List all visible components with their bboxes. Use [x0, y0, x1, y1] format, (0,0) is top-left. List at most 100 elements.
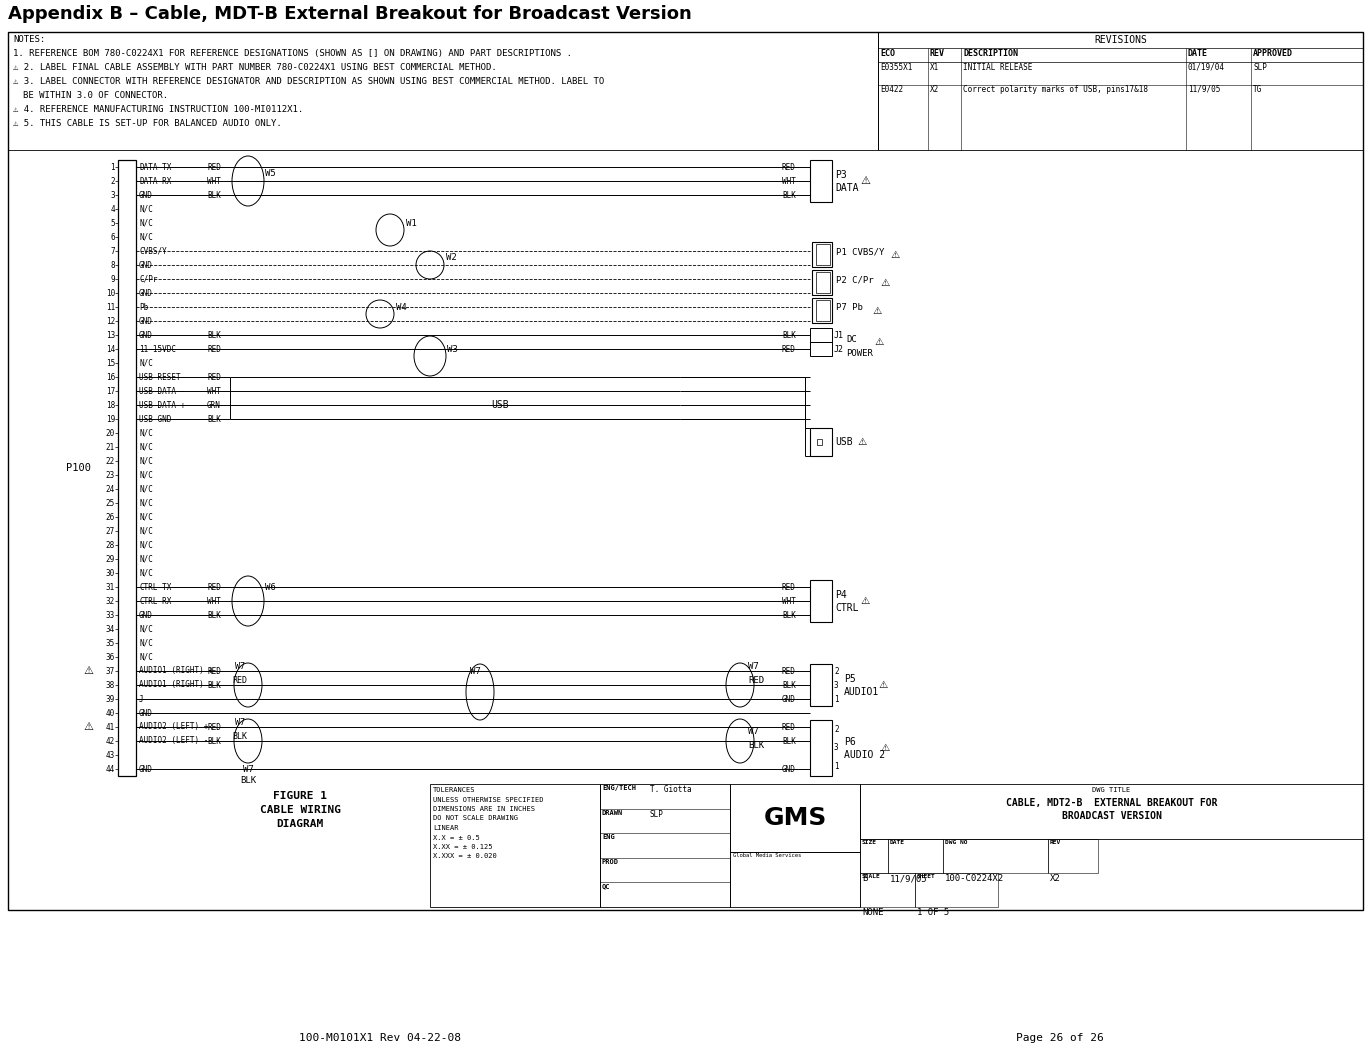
- Bar: [877, 32, 1363, 150]
- Text: Page 26 of 26: Page 26 of 26: [1016, 1033, 1104, 1043]
- Text: 19: 19: [106, 414, 115, 424]
- Text: CABLE, MDT2-B  EXTERNAL BREAKOUT FOR: CABLE, MDT2-B EXTERNAL BREAKOUT FOR: [1006, 798, 1217, 808]
- Text: RED: RED: [781, 344, 797, 353]
- Text: 40: 40: [106, 708, 115, 717]
- Text: NOTES:: NOTES:: [12, 35, 45, 44]
- Text: X.XX = ± 0.125: X.XX = ± 0.125: [433, 844, 492, 850]
- Bar: [8, 32, 1363, 910]
- Text: ENG: ENG: [602, 834, 614, 841]
- Text: ⚠: ⚠: [873, 337, 883, 347]
- Text: 11/9/05: 11/9/05: [890, 874, 928, 884]
- Text: 100-M0101X1 Rev 04-22-08: 100-M0101X1 Rev 04-22-08: [299, 1033, 461, 1043]
- Bar: [943, 839, 1047, 873]
- Text: B: B: [862, 874, 868, 884]
- Text: ⚠: ⚠: [872, 305, 882, 316]
- Text: P1 CVBS/Y: P1 CVBS/Y: [836, 247, 884, 256]
- Text: DC: DC: [846, 335, 857, 344]
- Text: RED: RED: [207, 583, 221, 591]
- Text: P6: P6: [845, 737, 856, 747]
- Text: DIAGRAM: DIAGRAM: [277, 820, 324, 829]
- Text: BLK: BLK: [233, 732, 248, 742]
- Text: Global Media Services: Global Media Services: [733, 853, 801, 857]
- Text: N/C: N/C: [138, 485, 154, 493]
- Bar: [729, 784, 860, 852]
- Text: 44: 44: [106, 765, 115, 773]
- Bar: [810, 580, 832, 622]
- Text: UNLESS OTHERWISE SPECIFIED: UNLESS OTHERWISE SPECIFIED: [433, 796, 543, 803]
- Text: P2 C/Pr: P2 C/Pr: [836, 276, 873, 284]
- Text: ⚠: ⚠: [857, 437, 866, 447]
- Text: ⚠: ⚠: [880, 743, 890, 753]
- Text: Appendix B – Cable, MDT-B External Breakout for Broadcast Version: Appendix B – Cable, MDT-B External Break…: [8, 5, 692, 23]
- Text: W7: W7: [470, 667, 480, 675]
- Text: GND: GND: [138, 317, 154, 325]
- Text: BLK: BLK: [207, 610, 221, 620]
- Text: W5: W5: [265, 169, 276, 179]
- Text: SHEET: SHEET: [917, 874, 936, 879]
- Bar: [888, 839, 943, 873]
- Bar: [860, 873, 914, 907]
- Text: AUDIO1 (RIGHT) +: AUDIO1 (RIGHT) +: [138, 667, 213, 675]
- Bar: [810, 342, 832, 356]
- Text: X2: X2: [1050, 874, 1061, 884]
- Text: ⚠ 3. LABEL CONNECTOR WITH REFERENCE DESIGNATOR AND DESCRIPTION AS SHOWN USING BE: ⚠ 3. LABEL CONNECTOR WITH REFERENCE DESI…: [12, 77, 605, 86]
- Text: 16: 16: [106, 372, 115, 382]
- Text: P7 Pb: P7 Pb: [836, 303, 862, 312]
- Text: 42: 42: [106, 736, 115, 746]
- Text: DESCRIPTION: DESCRIPTION: [962, 49, 1019, 58]
- Text: P4: P4: [835, 590, 847, 600]
- Text: USB DATA -: USB DATA -: [138, 386, 185, 396]
- Text: BLK: BLK: [207, 681, 221, 689]
- Text: RED: RED: [233, 676, 248, 685]
- Text: 1 OF 5: 1 OF 5: [917, 908, 949, 917]
- Text: W4: W4: [396, 303, 407, 311]
- Text: N/C: N/C: [138, 526, 154, 535]
- Text: 41: 41: [106, 723, 115, 731]
- Text: N/C: N/C: [138, 512, 154, 522]
- Text: N/C: N/C: [138, 219, 154, 227]
- Bar: [8, 32, 877, 150]
- Text: PROD: PROD: [602, 858, 618, 865]
- Text: DWG NO: DWG NO: [945, 841, 968, 846]
- Text: J2: J2: [834, 344, 845, 353]
- Text: CTRL-RX: CTRL-RX: [138, 596, 171, 606]
- Text: RED: RED: [207, 162, 221, 171]
- Text: RED: RED: [207, 667, 221, 675]
- Text: 8: 8: [111, 261, 115, 269]
- Text: RED: RED: [207, 344, 221, 353]
- Text: N/C: N/C: [138, 499, 154, 507]
- Text: ⚠ 4. REFERENCE MANUFACTURING INSTRUCTION 100-MI0112X1.: ⚠ 4. REFERENCE MANUFACTURING INSTRUCTION…: [12, 105, 303, 114]
- Text: BLK: BLK: [207, 736, 221, 746]
- Text: REV: REV: [930, 49, 945, 58]
- Text: BLK: BLK: [207, 414, 221, 424]
- Text: ⚠: ⚠: [84, 666, 93, 676]
- Text: TOLERANCES: TOLERANCES: [433, 787, 476, 793]
- Text: AUDIO1: AUDIO1: [845, 687, 879, 697]
- Bar: [914, 873, 998, 907]
- Text: J1: J1: [834, 330, 845, 340]
- Text: DATE: DATE: [890, 841, 905, 846]
- Text: E0355X1: E0355X1: [880, 63, 912, 72]
- Bar: [812, 242, 832, 267]
- Text: ⚠ 2. LABEL FINAL CABLE ASSEMBLY WITH PART NUMBER 780-C0224X1 USING BEST COMMERCI: ⚠ 2. LABEL FINAL CABLE ASSEMBLY WITH PAR…: [12, 63, 496, 72]
- Text: POWER: POWER: [846, 348, 873, 358]
- Text: 3: 3: [111, 190, 115, 200]
- Text: CVBS/Y: CVBS/Y: [138, 246, 167, 256]
- Text: ⚠: ⚠: [860, 176, 871, 186]
- Bar: [812, 298, 832, 323]
- Bar: [816, 300, 829, 321]
- Text: 30: 30: [106, 568, 115, 578]
- Text: 31: 31: [106, 583, 115, 591]
- Text: USB: USB: [491, 400, 509, 410]
- Text: X1: X1: [930, 63, 939, 72]
- Text: BROADCAST VERSION: BROADCAST VERSION: [1061, 811, 1161, 821]
- Text: FIGURE 1: FIGURE 1: [273, 791, 328, 801]
- Text: C/Pr: C/Pr: [138, 275, 158, 283]
- Text: NONE: NONE: [862, 908, 883, 917]
- Text: AUDIO1 (RIGHT) -: AUDIO1 (RIGHT) -: [138, 681, 213, 689]
- Text: 21: 21: [106, 443, 115, 451]
- Bar: [817, 439, 823, 445]
- Text: SIZE: SIZE: [862, 841, 877, 846]
- Text: DO NOT SCALE DRAWING: DO NOT SCALE DRAWING: [433, 815, 518, 822]
- Text: 5: 5: [111, 219, 115, 227]
